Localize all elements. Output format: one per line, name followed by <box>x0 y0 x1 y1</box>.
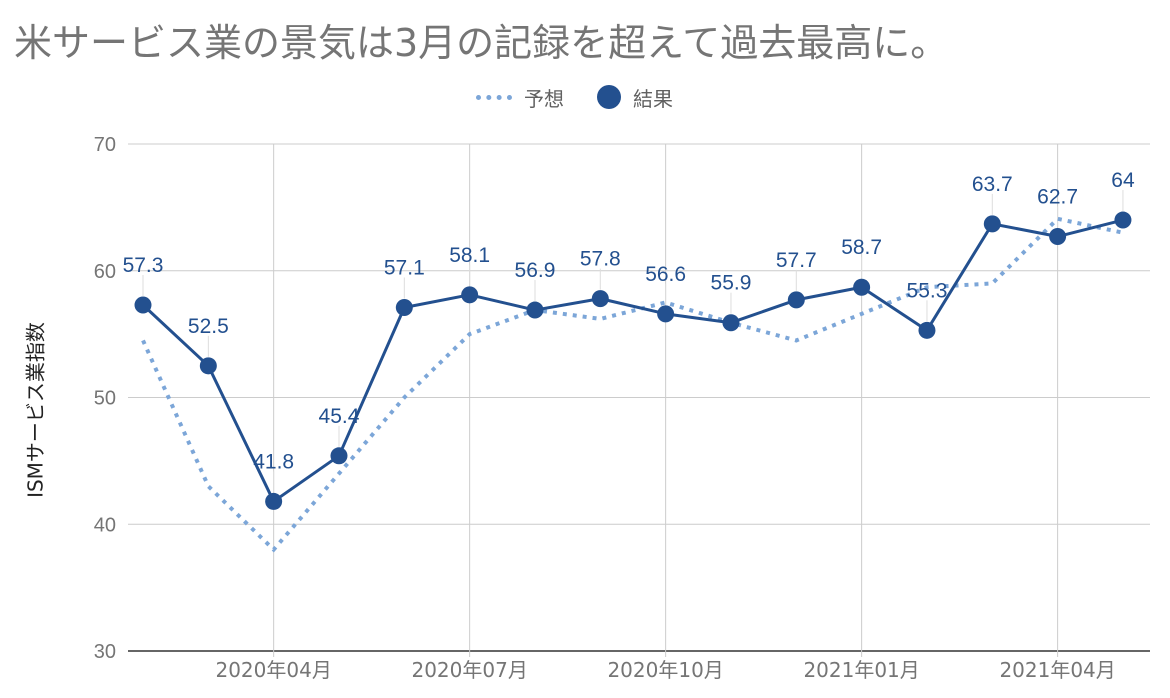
vertical-gridlines <box>273 144 1059 657</box>
series-forecast <box>141 216 1124 553</box>
data-label-13: 63.7 <box>972 173 1013 196</box>
data-label-leaders <box>142 190 1124 493</box>
series-result-point-13[interactable] <box>983 215 1001 233</box>
legend-item-forecast[interactable]: 予想 <box>476 84 564 111</box>
x-tick-label-2021-01: 2021年01月 <box>803 658 919 682</box>
legend-item-result[interactable]: 結果 <box>597 84 673 111</box>
data-label-7: 57.8 <box>580 248 621 271</box>
x-tick-label-2021-04: 2021年04月 <box>999 658 1115 682</box>
series-result-point-12[interactable] <box>918 321 936 339</box>
data-label-9: 55.9 <box>711 272 752 295</box>
data-label-3: 45.4 <box>319 405 360 428</box>
legend-label-result: 結果 <box>633 86 673 111</box>
y-tick-label-70: 70 <box>94 134 116 156</box>
data-label-12: 55.3 <box>907 279 948 302</box>
y-tick-label-50: 50 <box>94 388 116 410</box>
series-result-point-11[interactable] <box>853 278 871 296</box>
data-label-5: 58.1 <box>449 244 490 267</box>
series-result-point-15[interactable] <box>1114 211 1132 229</box>
series-result-point-1[interactable] <box>199 357 217 375</box>
series-result-point-6[interactable] <box>526 301 544 319</box>
series-result-line <box>141 218 1124 503</box>
legend-swatch-result <box>597 85 621 109</box>
series-result-point-8[interactable] <box>657 305 675 323</box>
x-tick-label-2020-10: 2020年10月 <box>607 658 723 682</box>
horizontal-gridlines <box>128 143 1150 652</box>
data-label-2: 41.8 <box>253 450 294 473</box>
data-labels: 57.3 52.5 41.8 45.4 57.1 58.1 56.9 57.8 56.6 55.9… <box>123 169 1135 473</box>
series-result-point-14[interactable] <box>1049 228 1067 246</box>
series-result-point-5[interactable] <box>461 286 479 304</box>
y-tick-label-30: 30 <box>94 641 116 663</box>
data-label-8: 56.6 <box>645 263 686 286</box>
legend-swatch-forecast <box>476 94 512 100</box>
x-tick-label-2020-04: 2020年04月 <box>215 658 331 682</box>
series-result-point-10[interactable] <box>787 291 805 309</box>
y-axis-tick-labels: 30 40 50 60 70 <box>94 134 116 663</box>
data-label-11: 58.7 <box>841 236 882 259</box>
data-label-10: 57.7 <box>776 249 817 272</box>
y-tick-label-60: 60 <box>94 261 116 283</box>
y-tick-label-40: 40 <box>94 514 116 536</box>
data-label-1: 52.5 <box>188 315 229 338</box>
series-result-point-3[interactable] <box>330 447 348 465</box>
x-axis-tick-labels: 2020年04月 2020年07月 2020年10月 2021年01月 2021年04月 <box>215 658 1115 682</box>
series-result <box>134 211 1132 510</box>
series-result-point-9[interactable] <box>722 314 740 332</box>
legend-label-forecast: 予想 <box>524 86 564 111</box>
data-label-0: 57.3 <box>123 254 164 277</box>
chart-title: 米サービス業の景気は3月の記録を超えて過去最高に。 <box>14 21 949 65</box>
data-label-15: 64 <box>1111 169 1135 192</box>
x-tick-label-2020-07: 2020年07月 <box>411 658 527 682</box>
series-result-point-4[interactable] <box>395 299 413 317</box>
data-label-14: 62.7 <box>1037 186 1078 209</box>
data-label-4: 57.1 <box>384 257 425 280</box>
legend: 予想 結果 <box>0 84 1170 111</box>
data-label-6: 56.9 <box>515 259 556 282</box>
series-forecast-line <box>141 216 1124 553</box>
series-result-point-0[interactable] <box>134 296 152 314</box>
series-result-point-2[interactable] <box>265 492 283 510</box>
series-result-point-7[interactable] <box>591 290 609 308</box>
